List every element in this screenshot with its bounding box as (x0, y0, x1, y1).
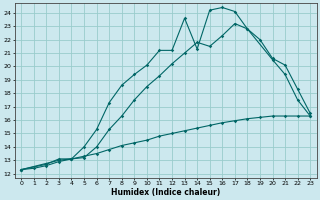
X-axis label: Humidex (Indice chaleur): Humidex (Indice chaleur) (111, 188, 220, 197)
